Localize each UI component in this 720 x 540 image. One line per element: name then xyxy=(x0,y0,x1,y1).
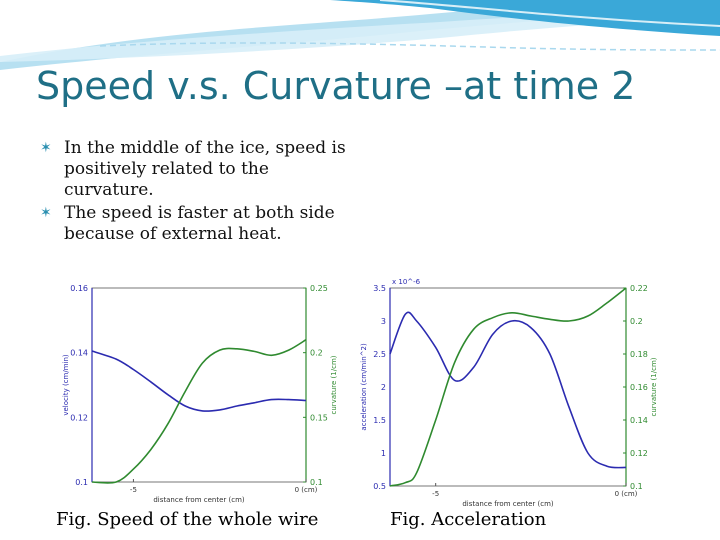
y-axis-label: acceleration (cm/min^2) xyxy=(360,343,368,431)
bullet-item: ✶ The speed is faster at both side becau… xyxy=(40,203,360,245)
plot-frame xyxy=(91,287,307,483)
x-axis-label: distance from center (cm) xyxy=(462,500,554,508)
acceleration-chart: 3.5 3 2.5 2 1.5 1 0.5 0.22 0.2 0.18 0.16 0.14 0.12 0.… xyxy=(360,278,658,508)
bullet-text: The speed is faster at both side because… xyxy=(64,203,335,244)
y2-tick-label: 0.2 xyxy=(630,317,643,326)
x-tick-label: -5 xyxy=(432,490,439,498)
curvature-series-line xyxy=(91,339,307,484)
y2-tick-label: 0.18 xyxy=(630,350,648,359)
y2-tick-label: 0.1 xyxy=(310,478,323,487)
bullet-list: ✶ In the middle of the ice, speed is pos… xyxy=(40,138,360,247)
header-wave-decoration xyxy=(0,0,720,70)
y-tick-label: 3.5 xyxy=(373,284,386,293)
y-tick-label: 1.5 xyxy=(373,416,386,425)
y2-tick-label: 0.25 xyxy=(310,284,328,293)
y-multiplier-label: x 10^-6 xyxy=(392,278,421,286)
bullet-marker-icon: ✶ xyxy=(40,205,52,221)
speed-chart: 0.16 0.14 0.12 0.1 0.25 0.2 0.15 0.1 -5 0 (cm) dis… xyxy=(62,284,338,504)
caption-speed: Fig. Speed of the whole wire xyxy=(56,509,319,530)
primary-series-line xyxy=(91,350,307,412)
y2-tick-label: 0.12 xyxy=(630,449,648,458)
x-tick-label: 0 (cm) xyxy=(295,486,318,494)
y-tick-label: 0.1 xyxy=(75,478,88,487)
y-tick-label: 0.5 xyxy=(373,482,386,491)
y2-tick-label: 0.15 xyxy=(310,413,328,422)
y2-axis-label: curvature (1/cm) xyxy=(650,357,658,416)
curvature-series-line xyxy=(389,287,627,487)
y2-tick-label: 0.22 xyxy=(630,284,648,293)
x-tick-label: 0 (cm) xyxy=(615,490,638,498)
y2-tick-label: 0.2 xyxy=(310,349,323,358)
bullet-item: ✶ In the middle of the ice, speed is pos… xyxy=(40,138,360,201)
bullet-marker-icon: ✶ xyxy=(40,140,52,156)
y2-axis-label: curvature (1/cm) xyxy=(330,355,338,414)
y-tick-label: 3 xyxy=(381,317,386,326)
y2-tick-label: 0.14 xyxy=(630,416,648,425)
y-axis-label: velocity (cm/min) xyxy=(62,354,70,416)
plot-frame xyxy=(389,287,627,487)
y2-tick-label: 0.1 xyxy=(630,482,643,491)
chart-plot-2: 3.5 3 2.5 2 1.5 1 0.5 0.22 0.2 0.18 0.16 0.14 0.12 0.… xyxy=(360,278,658,508)
y2-tick-label: 0.16 xyxy=(630,383,648,392)
y-tick-label: 0.16 xyxy=(70,284,88,293)
y-tick-label: 2.5 xyxy=(373,350,386,359)
y-tick-label: 0.12 xyxy=(70,413,88,422)
chart-plot-1: 0.16 0.14 0.12 0.1 0.25 0.2 0.15 0.1 -5 0 (cm) dis… xyxy=(62,284,338,504)
y-tick-label: 0.14 xyxy=(70,349,88,358)
slide-title: Speed v.s. Curvature –at time 2 xyxy=(36,64,636,108)
caption-acceleration: Fig. Acceleration xyxy=(390,509,547,530)
y-tick-label: 2 xyxy=(381,383,386,392)
y-tick-label: 1 xyxy=(381,449,386,458)
bullet-text: In the middle of the ice, speed is posit… xyxy=(64,138,346,200)
primary-series-line xyxy=(389,311,627,469)
x-axis-label: distance from center (cm) xyxy=(153,496,245,504)
x-tick-label: -5 xyxy=(130,486,137,494)
